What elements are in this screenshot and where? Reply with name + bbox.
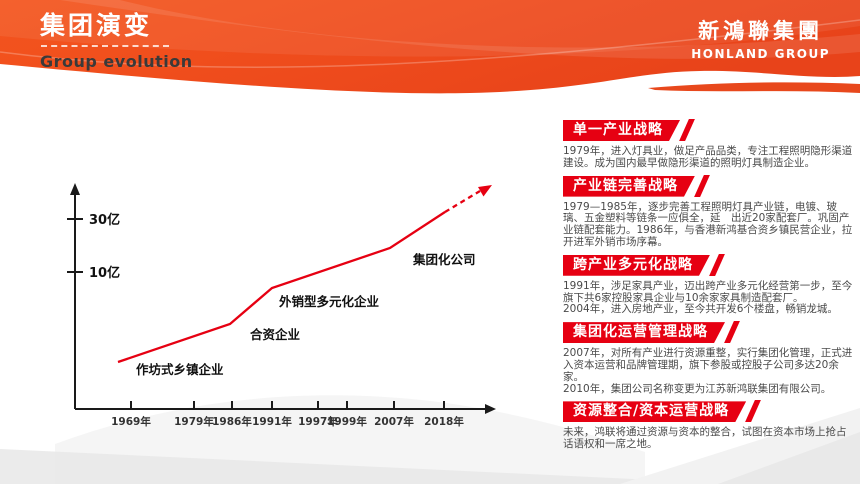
background-wave-left bbox=[0, 449, 740, 484]
header-highlight-1 bbox=[0, 0, 860, 57]
logo-english-name: HONLAND GROUP bbox=[691, 47, 830, 61]
company-logo: 新鴻聯集團 HONLAND GROUP bbox=[691, 15, 830, 61]
strategy-banner-wrap: 单一产业战略 bbox=[563, 119, 695, 141]
strategy-banner-title: 单一产业战略 bbox=[563, 120, 680, 141]
strategy-section: 单一产业战略 1979年，进入灯具业，做足产品品类，专注工程照明隐形渠道建设。成为… bbox=[563, 119, 859, 170]
banner-slash-decoration bbox=[679, 119, 695, 141]
strategy-body-text: 1979年，进入灯具业，做足产品品类，专注工程照明隐形渠道建设。成为国内最早做隐… bbox=[563, 145, 853, 169]
strategy-body-text: 未来，鸿联将通过资源与资本的整合，试图在资本市场上抢占话语权和一席之地。 bbox=[563, 426, 847, 451]
banner-slash-decoration bbox=[724, 321, 740, 344]
page-subtitle: Group evolution bbox=[40, 51, 193, 71]
banner-slash-decoration bbox=[745, 400, 762, 423]
page-title-block: 集团演变 Group evolution bbox=[40, 11, 193, 71]
strategy-banner-wrap: 产业链完善战略 bbox=[563, 174, 710, 197]
strategy-panel: 单一产业战略 1979年，进入灯具业，做足产品品类，专注工程照明隐形渠道建设。成为… bbox=[563, 119, 859, 456]
strategy-section: 产业链完善战略 1979—1985年，逐步完善工程照明灯具产业链，电镀、玻璃、五金… bbox=[563, 174, 859, 249]
header-band bbox=[0, 0, 860, 94]
logo-chinese-name: 新鴻聯集團 bbox=[698, 18, 824, 43]
strategy-banner-title: 资源整合/资本运营战略 bbox=[563, 401, 746, 422]
header-highlight-2 bbox=[60, 0, 860, 59]
header-sub-wave bbox=[648, 82, 860, 93]
banner-slash-decoration bbox=[709, 253, 725, 276]
strategy-banner-title: 产业链完善战略 bbox=[563, 176, 695, 197]
header-main-wave bbox=[0, 0, 860, 94]
strategy-banner-wrap: 资源整合/资本运营战略 bbox=[563, 400, 762, 423]
background-wave-right bbox=[718, 432, 860, 484]
strategy-section: 集团化运营管理战略 2007年，对所有产业进行资源重整，实行集团化管理，正式进入资… bbox=[563, 321, 859, 395]
strategy-body-text: 1991年，涉足家具产业，迈出跨产业多元化经营第一步，至今旗下共6家控股家具企业… bbox=[563, 279, 853, 316]
strategy-banner-title: 跨产业多元化战略 bbox=[563, 255, 710, 276]
title-dotted-divider bbox=[41, 44, 169, 47]
header-streak bbox=[0, 19, 860, 69]
banner-slash-decoration bbox=[694, 174, 710, 197]
strategy-section: 资源整合/资本运营战略未来，鸿联将通过资源与资本的整合，试图在资本市场上抢占话语… bbox=[563, 400, 859, 451]
strategy-body-text: 2007年，对所有产业进行资源重整，实行集团化管理，正式进入资本运营和品牌管理期… bbox=[563, 347, 853, 395]
strategy-section: 跨产业多元化战略 1991年，涉足家具产业，迈出跨产业多元化经营第一步，至今旗下共… bbox=[563, 253, 859, 316]
strategy-body-text: 1979—1985年，逐步完善工程照明灯具产业链，电镀、玻璃、五金塑料等链条一应… bbox=[563, 200, 853, 248]
strategy-banner-wrap: 跨产业多元化战略 bbox=[563, 253, 725, 276]
strategy-banner-wrap: 集团化运营管理战略 bbox=[563, 321, 740, 344]
page-title: 集团演变 bbox=[40, 11, 153, 40]
strategy-banner-title: 集团化运营管理战略 bbox=[563, 322, 725, 343]
